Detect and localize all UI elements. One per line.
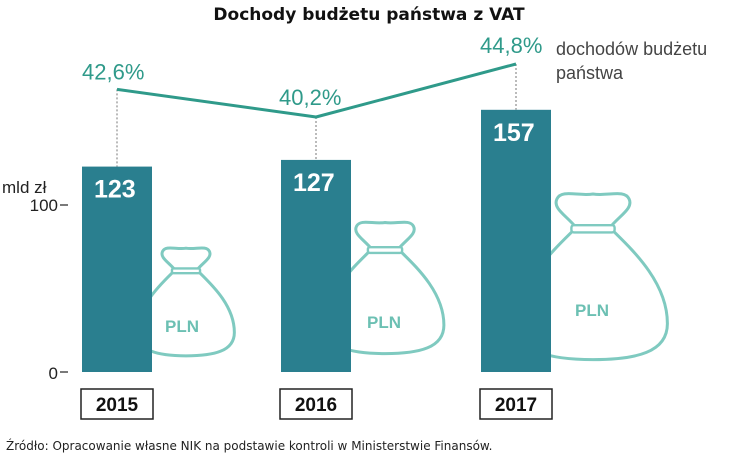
bars: 123 127 157: [82, 109, 551, 372]
bag-label-2016: PLN: [367, 313, 401, 332]
year-label-2016: 2016: [295, 395, 337, 416]
bag-label-2015: PLN: [165, 317, 199, 336]
guide-lines: [116, 64, 517, 167]
share-value-2017: 44,8%: [480, 33, 542, 58]
share-value-2016: 40,2%: [279, 85, 341, 110]
bar-value-2017: 157: [493, 119, 535, 147]
money-bag-2015: [136, 246, 236, 358]
money-bags: PLN PLN PLN: [136, 192, 669, 362]
bar-2017: [481, 109, 551, 372]
bag-label-2017: PLN: [575, 301, 609, 320]
source-note: Źródło: Opracowanie własne NIK na podsta…: [6, 438, 492, 453]
year-box-2015: [80, 388, 154, 420]
chart-title: Dochody budżetu państwa z VAT: [213, 5, 525, 25]
year-box-2016: [279, 388, 353, 420]
year-label-2015: 2015: [96, 395, 139, 416]
share-line-path: [116, 62, 517, 119]
bar-2015: [82, 166, 152, 372]
year-label-2017: 2017: [495, 395, 537, 416]
y-tick-label-0: 0: [49, 364, 58, 383]
y-tick-label-100: 100: [30, 196, 58, 215]
year-box-2017: [479, 388, 553, 420]
share-value-2015: 42,6%: [82, 59, 144, 84]
bar-2016: [281, 159, 351, 372]
share-line: 42,6% 40,2% 44,8%: [82, 33, 542, 119]
bar-value-2015: 123: [94, 176, 136, 204]
share-line-label: dochodów budżetu państwa: [556, 39, 707, 83]
bar-value-2016: 127: [293, 169, 335, 197]
year-labels: 2015 2016 2017: [80, 388, 553, 420]
y-axis-label: mld zł: [2, 178, 47, 197]
